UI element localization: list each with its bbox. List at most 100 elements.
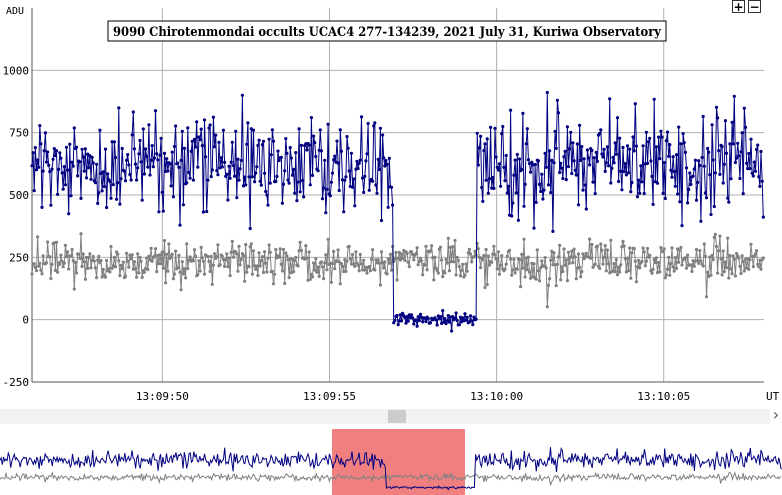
scroll-right-arrow[interactable]: ›: [772, 405, 780, 424]
target-series-point: [550, 158, 554, 162]
comparison-series-point: [409, 250, 414, 254]
target-series-point: [552, 161, 556, 165]
target-series-point: [707, 150, 711, 154]
comparison-series-point: [393, 257, 397, 261]
comparison-series-point: [99, 259, 103, 263]
comparison-series-point: [270, 269, 274, 273]
comparison-series-point: [351, 252, 355, 257]
comparison-series-point: [56, 270, 60, 274]
comparison-series-point: [118, 274, 122, 278]
target-series-point: [69, 194, 73, 198]
comparison-series-point: [576, 252, 581, 256]
target-series-point: [581, 188, 585, 192]
zoom-out-button[interactable]: −: [748, 0, 761, 14]
comparison-series-point: [671, 265, 675, 269]
comparison-series-point: [39, 268, 43, 272]
comparison-series-point: [304, 244, 308, 248]
comparison-series-point: [599, 242, 603, 246]
comparison-series-point: [167, 242, 171, 246]
comparison-series-point: [373, 268, 377, 272]
target-series-point: [112, 140, 116, 144]
comparison-series-point: [406, 260, 410, 264]
target-series-point: [477, 146, 481, 150]
comparison-series-point: [254, 267, 258, 271]
target-series-point: [215, 169, 219, 173]
comparison-series-point: [147, 254, 151, 258]
target-series-point: [346, 146, 350, 150]
target-series-point: [353, 204, 357, 208]
target-series-point: [558, 170, 562, 175]
comparison-series-point: [89, 266, 93, 270]
comparison-series-point: [198, 269, 202, 273]
comparison-series-point: [483, 285, 487, 290]
comparison-series-point: [177, 253, 181, 257]
target-series-point: [254, 171, 258, 175]
comparison-series-point: [604, 269, 608, 273]
target-series-point: [339, 149, 343, 153]
comparison-series-point: [267, 243, 271, 247]
comparison-series-point: [520, 252, 524, 256]
target-series-point: [181, 203, 185, 207]
comparison-series-point: [507, 248, 512, 252]
target-series-point: [160, 190, 164, 194]
target-series-point: [81, 155, 85, 159]
target-series-point: [257, 138, 261, 142]
target-series-point: [608, 97, 612, 101]
target-series-point: [533, 162, 537, 167]
comparison-series-point: [184, 276, 188, 280]
comparison-series-point: [376, 258, 380, 262]
target-series-point: [58, 151, 62, 155]
comparison-series-point: [209, 254, 213, 258]
comparison-series-point: [418, 256, 423, 260]
target-series-point: [318, 128, 322, 132]
target-series-point: [361, 176, 365, 180]
zoom-in-button[interactable]: +: [732, 0, 745, 14]
target-series-point: [117, 106, 121, 110]
comparison-series-point: [330, 261, 335, 266]
comparison-series-point: [218, 263, 222, 267]
target-series-point: [105, 205, 109, 210]
target-series-point: [750, 171, 754, 175]
comparison-series-point: [579, 275, 583, 279]
comparison-series-point: [658, 270, 662, 274]
target-series-point: [190, 139, 194, 143]
comparison-series-point: [503, 267, 507, 271]
target-series-point: [599, 128, 603, 132]
comparison-series-point: [735, 251, 739, 256]
target-series-point: [123, 179, 128, 183]
comparison-series-point: [662, 247, 666, 251]
target-series-point: [281, 182, 286, 186]
comparison-series-point: [654, 256, 659, 260]
target-series-point: [650, 174, 654, 178]
comparison-series-point: [92, 259, 96, 263]
comparison-series-point: [440, 258, 444, 262]
comparison-series-point: [53, 268, 58, 272]
comparison-series-point: [515, 267, 519, 271]
target-series-point: [90, 155, 94, 159]
comparison-series-point: [316, 265, 320, 269]
target-series-point: [205, 209, 209, 214]
target-series-point: [678, 200, 682, 204]
x-tick-label: 13:09:55: [303, 390, 356, 403]
target-series-point: [499, 184, 503, 188]
comparison-series-point: [162, 239, 167, 243]
target-series-point: [572, 159, 576, 163]
target-series-point: [455, 319, 459, 323]
comparison-series-point: [132, 260, 136, 264]
comparison-series-point: [37, 264, 41, 268]
comparison-series-point: [332, 249, 336, 253]
comparison-series-point: [661, 250, 665, 254]
comparison-series-point: [456, 258, 460, 262]
target-series-point: [342, 210, 346, 214]
comparison-series-point: [250, 272, 254, 276]
comparison-series-point: [354, 250, 358, 254]
comparison-series-point: [566, 250, 571, 254]
target-series-point: [156, 158, 160, 162]
target-series-point: [651, 202, 655, 206]
comparison-series-point: [697, 261, 701, 265]
target-series-point: [229, 160, 233, 164]
comparison-series-point: [216, 243, 220, 247]
target-series-point: [284, 137, 288, 141]
comparison-series-point: [358, 252, 362, 257]
comparison-series-point: [759, 267, 763, 271]
